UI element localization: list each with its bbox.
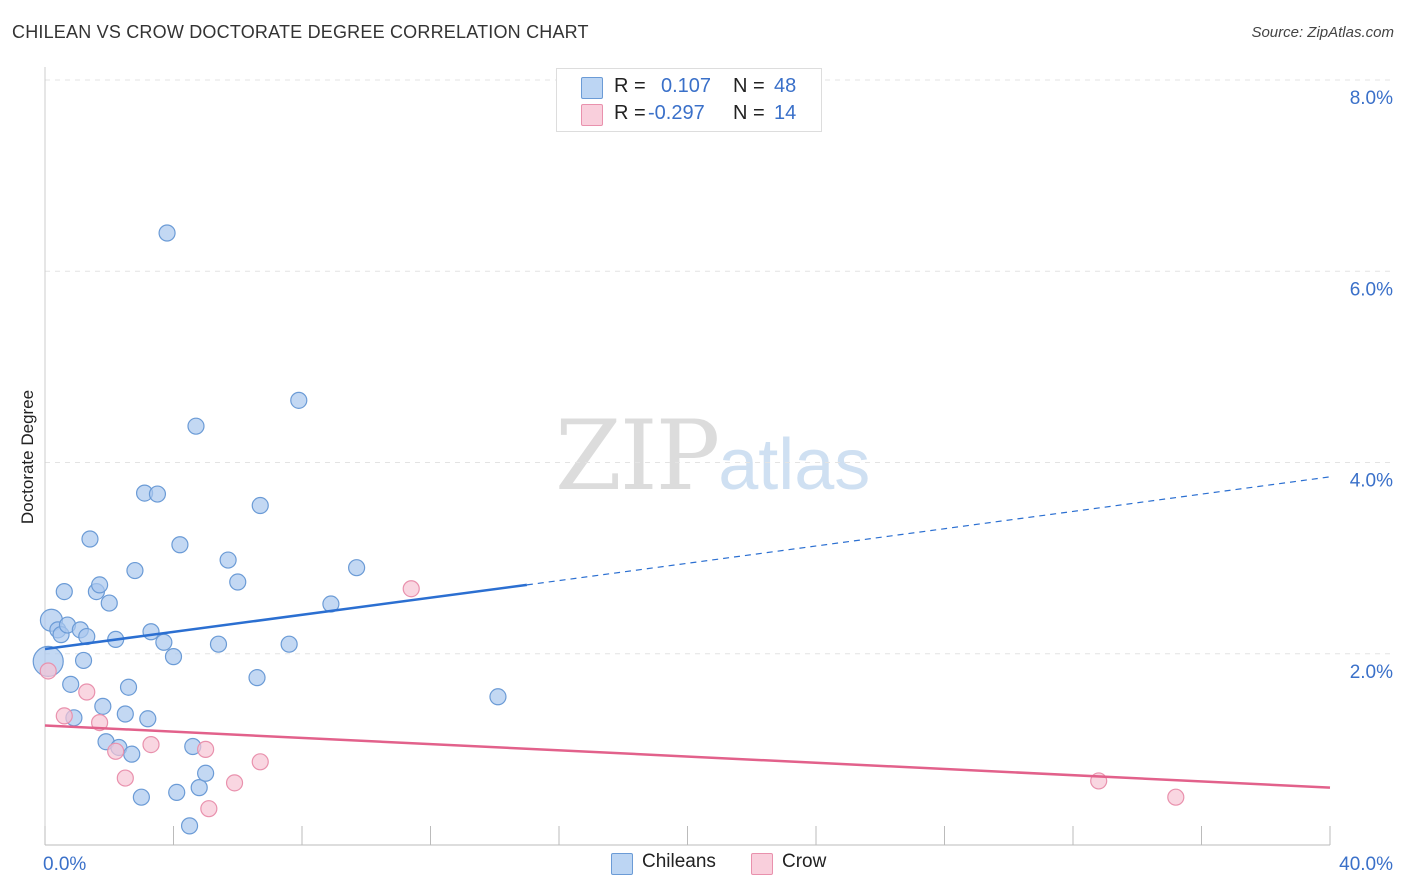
legend-swatch-pink bbox=[581, 104, 603, 126]
crow-point bbox=[142, 735, 160, 754]
chileans-point bbox=[489, 688, 507, 706]
chileans-point bbox=[190, 779, 208, 797]
chileans-point bbox=[168, 783, 186, 802]
legend: R = 0.107 N = 48 R = -0.297 N = 14 bbox=[556, 68, 822, 132]
chileans-point bbox=[158, 224, 176, 242]
chileans-point bbox=[280, 635, 298, 653]
chileans-point bbox=[155, 633, 173, 651]
chileans-point bbox=[81, 530, 99, 548]
legend-swatch-blue bbox=[581, 77, 603, 99]
chileans-point bbox=[94, 697, 112, 715]
chileans-point bbox=[164, 648, 183, 666]
crow-point bbox=[197, 740, 215, 758]
chileans-point bbox=[251, 496, 269, 515]
legend-n-label: N = bbox=[733, 75, 765, 97]
crow-point bbox=[39, 662, 57, 680]
chileans-point bbox=[290, 391, 308, 409]
chileans-trendline bbox=[44, 583, 528, 651]
bottom-legend-swatch-blue bbox=[611, 853, 633, 875]
chileans-point bbox=[139, 710, 157, 728]
bottom-legend-label-chileans: Chileans bbox=[642, 851, 716, 872]
chileans-point bbox=[91, 576, 109, 594]
chileans-point bbox=[116, 705, 134, 723]
watermark-zip: ZIP bbox=[555, 400, 720, 512]
chart-title: CHILEAN VS CROW DOCTORATE DEGREE CORRELA… bbox=[12, 22, 589, 42]
crow-point bbox=[200, 800, 218, 818]
crow-point bbox=[55, 707, 73, 725]
source-credit: Source: ZipAtlas.com bbox=[1251, 24, 1394, 41]
chileans-point bbox=[55, 582, 73, 601]
crow-point bbox=[107, 742, 125, 760]
chileans-point bbox=[142, 623, 160, 641]
legend-n-label: N = bbox=[733, 102, 765, 124]
y-tick-label: 2.0% bbox=[1350, 662, 1393, 683]
chileans-point bbox=[348, 559, 366, 577]
x-tick-label: 0.0% bbox=[43, 854, 86, 875]
y-tick-label: 8.0% bbox=[1350, 88, 1393, 109]
crow-trendline bbox=[44, 724, 1331, 789]
chileans-point bbox=[197, 764, 215, 782]
legend-r-value: 0.107 bbox=[661, 75, 712, 97]
chileans-point bbox=[209, 635, 228, 653]
chileans-point bbox=[100, 594, 118, 612]
chileans-trendline-extension bbox=[526, 476, 1331, 586]
bottom-legend-swatch-pink bbox=[751, 853, 773, 875]
chileans-point bbox=[132, 788, 150, 806]
watermark: ZIPatlas bbox=[555, 400, 870, 512]
crow-point bbox=[225, 774, 244, 792]
watermark-atlas: atlas bbox=[718, 425, 871, 505]
crow-point bbox=[251, 753, 269, 771]
y-tick-label: 4.0% bbox=[1350, 471, 1393, 492]
crow-point bbox=[1167, 788, 1185, 806]
chileans-point bbox=[248, 669, 266, 687]
crow-point bbox=[78, 683, 96, 701]
chileans-point bbox=[187, 417, 205, 435]
x-tick-label: 40.0% bbox=[1339, 854, 1393, 875]
chileans-point bbox=[126, 561, 144, 580]
chileans-point bbox=[119, 678, 138, 696]
legend-n-value: 14 bbox=[774, 102, 797, 124]
chileans-point bbox=[229, 573, 247, 591]
chileans-point bbox=[180, 817, 199, 835]
legend-r-label: R = bbox=[614, 102, 646, 124]
crow-point bbox=[91, 713, 109, 732]
bottom-legend-label-crow: Crow bbox=[782, 851, 827, 872]
chileans-point bbox=[171, 536, 189, 554]
crow-point bbox=[402, 580, 420, 598]
chileans-point bbox=[74, 651, 93, 670]
y-tick-label: 6.0% bbox=[1350, 279, 1393, 300]
legend-r-label: R = bbox=[614, 75, 646, 97]
chileans-point bbox=[62, 675, 80, 693]
legend-n-value: 48 bbox=[774, 75, 797, 97]
chileans-point bbox=[123, 745, 141, 763]
chileans-point bbox=[219, 551, 237, 569]
legend-r-value: -0.297 bbox=[648, 102, 705, 124]
crow-point bbox=[116, 769, 134, 787]
chileans-point bbox=[148, 485, 167, 503]
